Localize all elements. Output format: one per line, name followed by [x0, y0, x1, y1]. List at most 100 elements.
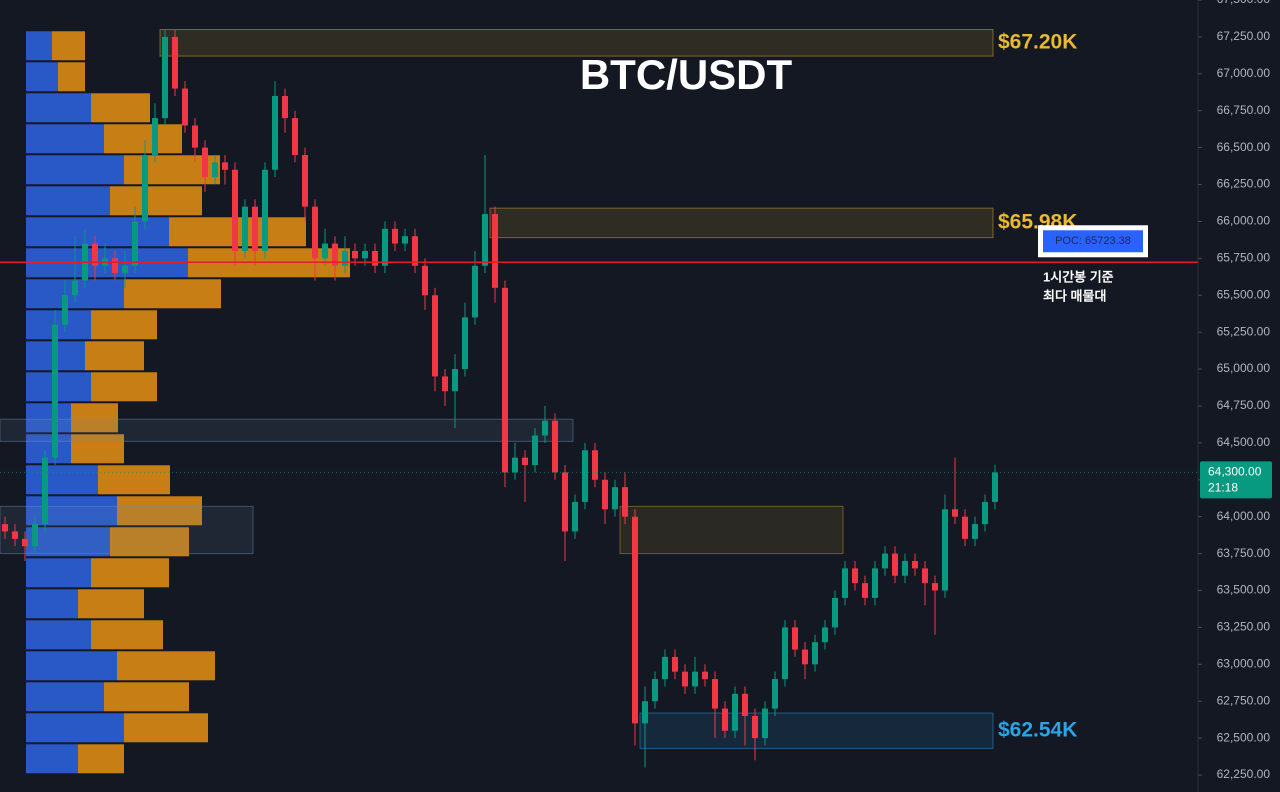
y-tick-label: 65,000.00	[1217, 361, 1271, 375]
candle-body	[392, 228, 398, 244]
profile-buy	[26, 93, 91, 123]
candle-body	[842, 568, 848, 598]
y-tick-label: 62,500.00	[1217, 730, 1271, 744]
candle-body	[422, 265, 428, 296]
candle-body	[792, 627, 798, 650]
candle-body	[822, 627, 828, 643]
candle-body	[362, 250, 368, 259]
candle-body	[582, 450, 588, 502]
zone-label: $67.20K	[998, 30, 1077, 53]
candle-body	[342, 250, 348, 266]
candle-body	[512, 457, 518, 473]
candle-body	[472, 265, 478, 318]
profile-sell	[104, 124, 182, 154]
y-tick-label: 63,500.00	[1217, 583, 1271, 597]
zone	[159, 29, 994, 57]
candle-body	[112, 258, 118, 274]
candle-body	[182, 88, 188, 126]
candle-body	[292, 118, 298, 156]
profile-buy	[26, 589, 78, 619]
y-tick-label: 63,250.00	[1217, 620, 1271, 634]
candle-body	[762, 708, 768, 739]
profile-sell	[117, 496, 202, 526]
y-tick-label: 65,750.00	[1217, 251, 1271, 265]
profile-buy	[26, 620, 91, 650]
profile-buy	[26, 62, 58, 92]
candle-body	[152, 118, 158, 156]
candle-body	[232, 169, 238, 251]
candle-body	[552, 420, 558, 473]
candle-body	[132, 221, 138, 266]
profile-buy	[26, 527, 110, 557]
y-tick-label: 62,750.00	[1217, 693, 1271, 707]
profile-buy	[26, 744, 78, 774]
y-tick-label: 66,000.00	[1217, 214, 1271, 228]
annotation: 최다 매물대	[1043, 288, 1106, 303]
profile-buy	[26, 372, 91, 402]
profile-sell	[52, 31, 85, 61]
candle-body	[662, 656, 668, 680]
profile-sell	[91, 372, 157, 402]
y-tick-label: 67,000.00	[1217, 66, 1271, 80]
candle-body	[702, 671, 708, 680]
y-tick-label: 63,000.00	[1217, 656, 1271, 670]
candle-body	[282, 95, 288, 119]
candle-body	[62, 295, 68, 325]
profile-sell	[71, 403, 118, 433]
candle-body	[612, 487, 618, 510]
candle-body	[482, 214, 488, 266]
candle-body	[922, 568, 928, 584]
poc-box	[1043, 230, 1143, 253]
candle-body	[942, 509, 948, 591]
candle-body	[812, 642, 818, 665]
zone-label: $62.54K	[998, 718, 1077, 741]
profile-sell	[124, 279, 221, 309]
profile-buy	[26, 217, 169, 247]
countdown: 21:18	[1208, 481, 1238, 495]
profile-sell	[71, 434, 124, 464]
y-tick-label: 64,000.00	[1217, 509, 1271, 523]
profile-buy	[26, 155, 124, 185]
candle-body	[562, 472, 568, 532]
y-tick-label: 67,500.00	[1217, 0, 1271, 6]
candle-body	[202, 147, 208, 178]
profile-buy	[26, 310, 91, 340]
candle-body	[502, 287, 508, 473]
candle-body	[372, 250, 378, 266]
profile-sell	[104, 682, 189, 712]
profile-buy	[26, 465, 98, 495]
candle-body	[452, 369, 458, 392]
y-tick-label: 66,750.00	[1217, 103, 1271, 117]
candle-body	[302, 155, 308, 207]
profile-buy	[26, 403, 71, 433]
candle-body	[972, 524, 978, 539]
candle-body	[92, 243, 98, 266]
y-tick-label: 65,250.00	[1217, 324, 1271, 338]
y-tick-label: 62,250.00	[1217, 767, 1271, 781]
candle-body	[632, 516, 638, 724]
candle-body	[122, 265, 128, 274]
profile-sell	[91, 620, 163, 650]
profile-buy	[26, 558, 91, 588]
candle-body	[722, 708, 728, 731]
y-tick-label: 66,250.00	[1217, 177, 1271, 191]
y-tick-label: 65,500.00	[1217, 287, 1271, 301]
candle-body	[892, 553, 898, 576]
last-price-label: 64,300.00	[1208, 465, 1262, 479]
y-tick-label: 64,500.00	[1217, 435, 1271, 449]
candle-body	[492, 214, 498, 288]
candle-body	[252, 206, 258, 251]
profile-buy	[26, 651, 117, 681]
volume-profile	[26, 31, 350, 774]
zones: $67.20K$65.98K$62.54K	[0, 29, 1077, 749]
candle-body	[172, 36, 178, 89]
candle-body	[272, 95, 278, 170]
profile-sell	[58, 62, 85, 92]
candle-body	[952, 509, 958, 517]
candle-body	[982, 501, 988, 525]
candle-body	[462, 317, 468, 370]
candle-body	[752, 715, 758, 739]
last-price-box	[1200, 461, 1272, 499]
candle-body	[192, 125, 198, 148]
profile-sell	[78, 744, 124, 774]
